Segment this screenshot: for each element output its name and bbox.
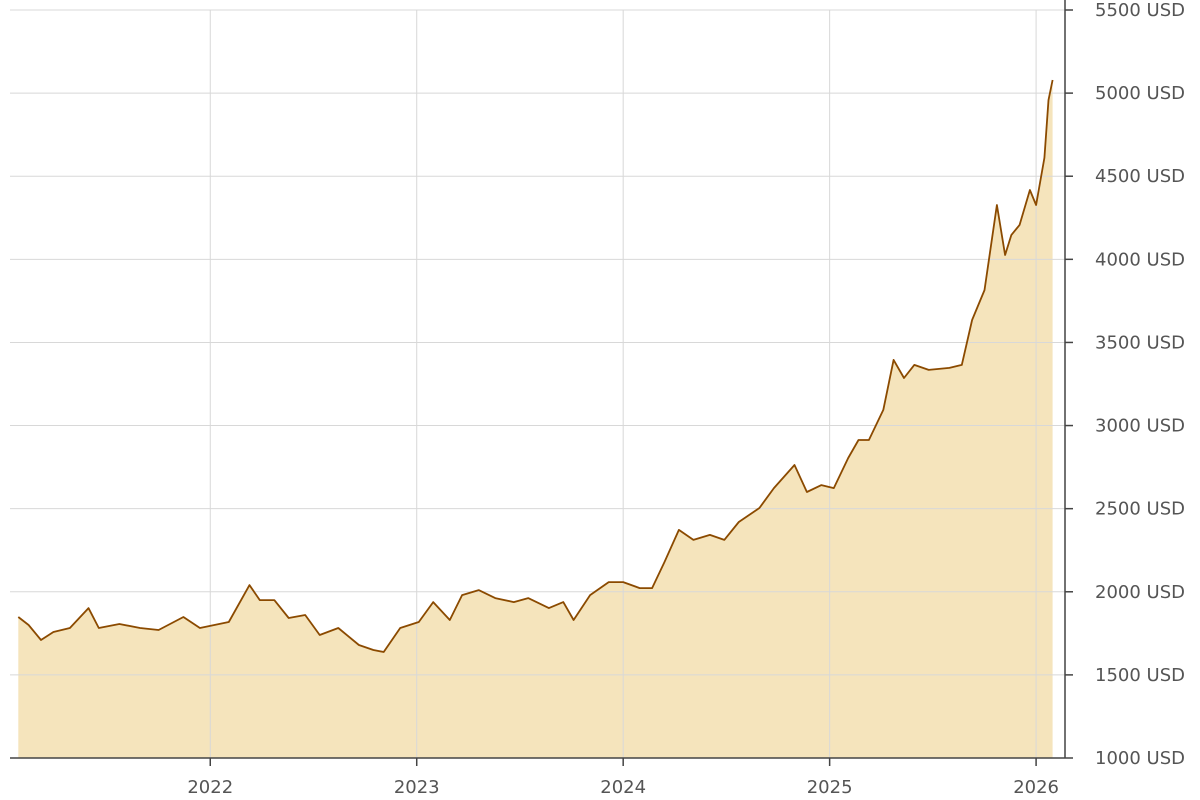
x-tick-label: 2023	[394, 777, 440, 798]
y-tick-label: 3000 USD	[1095, 416, 1185, 437]
x-tick-label: 2022	[187, 777, 233, 798]
y-tick-label: 5000 USD	[1095, 83, 1185, 104]
y-tick-label: 1000 USD	[1095, 748, 1185, 769]
x-tick-label: 2024	[600, 777, 646, 798]
x-tick-label: 2025	[807, 777, 853, 798]
y-tick-label: 3500 USD	[1095, 332, 1185, 353]
y-tick-label: 2000 USD	[1095, 582, 1185, 603]
x-tick-label: 2026	[1013, 777, 1059, 798]
y-tick-label: 1500 USD	[1095, 665, 1185, 686]
price-line	[17, 79, 1054, 653]
area-fill	[18, 80, 1053, 758]
y-tick-label: 2500 USD	[1095, 499, 1185, 520]
y-tick-label: 5500 USD	[1095, 0, 1185, 21]
y-tick-label: 4500 USD	[1095, 166, 1185, 187]
y-tick-label: 4000 USD	[1095, 249, 1185, 270]
